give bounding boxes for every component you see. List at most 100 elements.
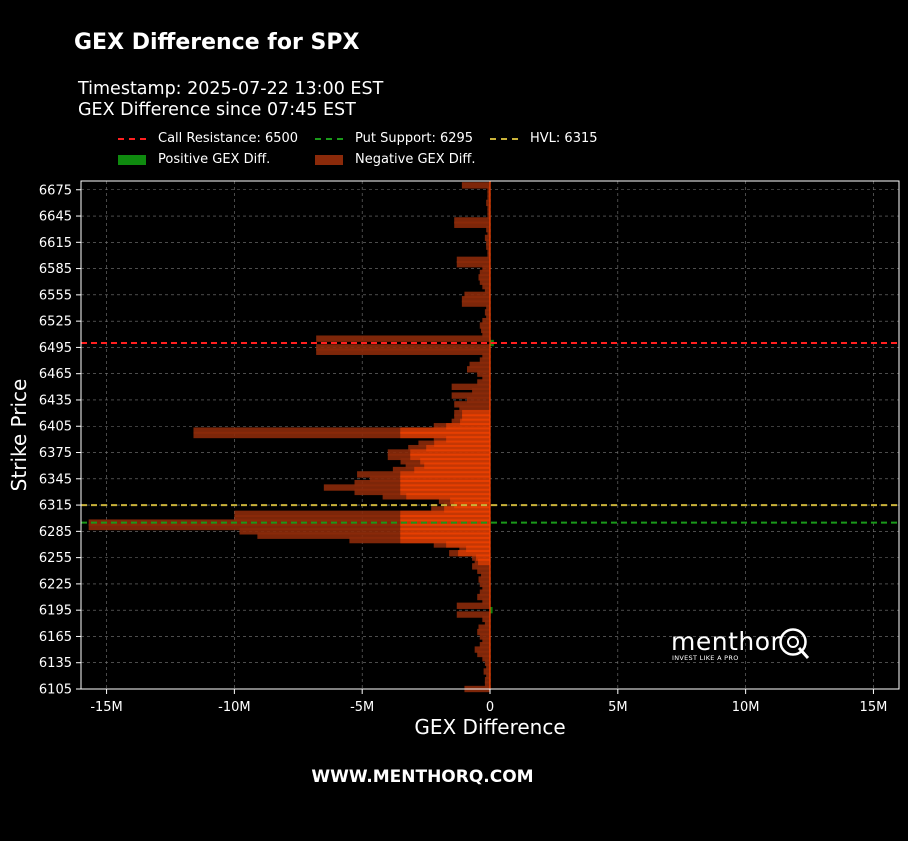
negative-bar-overlay [414,466,490,474]
negative-bar [486,313,490,320]
negative-bar [479,633,490,640]
negative-bar [477,379,490,386]
negative-bar [482,637,490,645]
legend-negative-label: Negative GEX Diff. [355,152,476,167]
y-tick-label: 6135 [39,656,72,671]
negative-bar-overlay [400,484,490,491]
negative-bar-overlay [478,558,490,566]
brand-logo: menthor INVEST LIKE A PRO [671,627,811,667]
legend-positive: Positive GEX Diff. [118,152,270,167]
brand-q-icon [779,628,810,660]
negative-bar [456,611,490,618]
negative-bar [472,563,490,570]
negative-bar [454,221,490,228]
negative-bar [487,252,490,259]
legend-put-support: Put Support: 6295 [315,131,473,146]
negative-bar [454,217,490,224]
negative-bar [193,427,490,434]
negative-bar-overlay [400,488,490,496]
negative-bar-overlay [444,506,490,513]
y-tick-label: 6225 [39,577,72,592]
y-tick-label: 6435 [39,393,72,408]
negative-bar [477,370,490,377]
negative-bar [477,650,490,658]
negative-bar [482,655,490,662]
brand-tagline: INVEST LIKE A PRO [672,654,739,662]
negative-bar-overlay [400,471,490,478]
y-tick-label: 6105 [39,683,72,698]
negative-bar [451,383,490,391]
legend-call-resistance-swatch [118,137,146,140]
negative-bar [482,374,490,382]
y-tick-label: 6405 [39,420,72,435]
negative-bar [88,519,490,526]
negative-bar [481,326,490,334]
negative-bar-overlay [400,532,490,539]
negative-bar-overlay [400,431,490,439]
x-tick-label: 10M [732,700,760,715]
negative-bar-overlay [400,536,490,544]
negative-bar-overlay [446,436,490,443]
x-tick-label: -5M [350,700,374,715]
negative-bar [486,199,490,207]
negative-bar-overlay [462,414,490,421]
negative-bar [257,532,490,539]
y-axis-label: Strike Price [7,379,31,492]
negative-bar [487,208,490,215]
negative-bar [477,628,490,636]
negative-bar [239,528,490,535]
negative-bar-overlay [400,427,490,434]
negative-bar [487,195,490,202]
negative-bar [487,247,490,255]
negative-bar [484,677,490,684]
negative-bar [482,282,490,290]
negative-bar [461,300,490,307]
brand-name: menthor [671,627,782,656]
chart-legend: Call Resistance: 6500 Put Support: 6295 … [118,131,638,171]
negative-bar [487,186,490,193]
negative-bar [479,269,490,277]
negative-bar-overlay [462,409,490,417]
y-tick-label: 6255 [39,551,72,566]
negative-bar [479,322,490,329]
x-tick-label: -15M [90,700,122,715]
y-tick-label: 6465 [39,367,72,382]
negative-bar [482,615,490,623]
negative-bar [478,624,490,631]
negative-bar [487,230,490,237]
y-tick-label: 6645 [39,210,72,225]
negative-bar-overlay [446,541,490,548]
y-tick-label: 6555 [39,288,72,303]
negative-bar-overlay [400,523,490,531]
negative-bar [483,668,490,675]
negative-bar [316,344,490,351]
y-tick-label: 6495 [39,341,72,356]
y-tick-label: 6375 [39,446,72,461]
negative-bar-overlay [460,418,490,426]
legend-negative: Negative GEX Diff. [315,152,476,167]
negative-bar [193,431,490,439]
y-tick-label: 6165 [39,630,72,645]
negative-bar-overlay [466,545,490,553]
negative-bar [88,523,490,531]
negative-bar [456,602,490,609]
legend-positive-label: Positive GEX Diff. [158,152,271,167]
negative-bar [479,589,490,596]
negative-bar-overlay [434,440,490,447]
negative-bar [451,392,490,399]
negative-bar [484,681,490,688]
negative-bar [486,304,490,312]
since-line: GEX Difference since 07:45 EST [78,100,356,120]
negative-bar [484,620,490,627]
legend-put-support-swatch [315,137,343,140]
y-tick-label: 6675 [39,183,72,198]
negative-bar-overlay [476,554,490,561]
negative-bar [487,190,490,198]
negative-bar [234,510,490,518]
y-tick-label: 6285 [39,525,72,540]
negative-bar [479,580,490,588]
negative-bar [459,405,490,412]
negative-bar [486,663,490,671]
negative-bar [478,576,490,583]
legend-hvl-label: HVL: 6315 [530,131,598,146]
